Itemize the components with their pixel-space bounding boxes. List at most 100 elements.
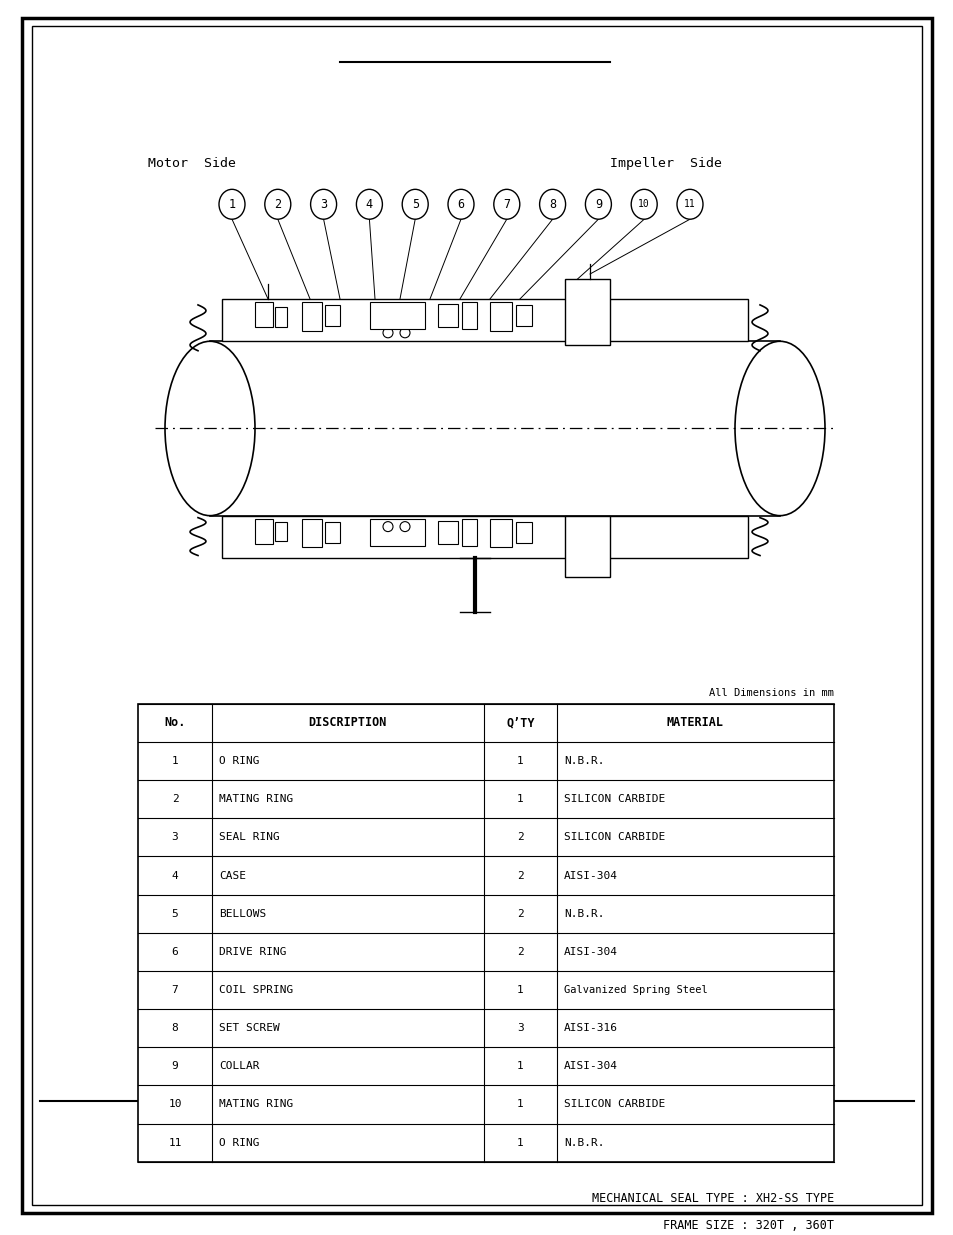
Bar	[222, 299, 747, 341]
Text: 3: 3	[172, 832, 178, 842]
Text: 2: 2	[517, 871, 523, 881]
Text: O RING: O RING	[218, 1137, 259, 1147]
Text: DISCRIPTION: DISCRIPTION	[308, 716, 387, 730]
Text: N.B.R.: N.B.R.	[563, 756, 604, 766]
Text: 1: 1	[517, 1137, 523, 1147]
Bar	[516, 521, 532, 543]
Text: 1: 1	[517, 1061, 523, 1071]
Ellipse shape	[585, 189, 611, 220]
Text: All Dimensions in mm: All Dimensions in mm	[708, 688, 833, 698]
Text: 5: 5	[411, 198, 418, 211]
Bar	[461, 519, 476, 546]
Text: 4: 4	[172, 871, 178, 881]
Text: Q’TY: Q’TY	[506, 716, 534, 730]
Text: COLLAR: COLLAR	[218, 1061, 259, 1071]
Text: SILICON CARBIDE: SILICON CARBIDE	[563, 1099, 664, 1109]
Ellipse shape	[382, 327, 393, 338]
Text: 1: 1	[517, 986, 523, 995]
Text: 2: 2	[274, 198, 281, 211]
Text: AISI-304: AISI-304	[563, 1061, 618, 1071]
Text: No.: No.	[164, 716, 186, 730]
Text: 7: 7	[172, 986, 178, 995]
Ellipse shape	[494, 189, 519, 220]
Ellipse shape	[677, 189, 702, 220]
Text: O RING: O RING	[218, 756, 259, 766]
Bar	[254, 301, 273, 327]
Text: 1: 1	[517, 794, 523, 804]
Bar	[138, 704, 833, 1162]
Text: 1: 1	[172, 756, 178, 766]
Ellipse shape	[402, 189, 428, 220]
Bar	[222, 516, 747, 557]
Ellipse shape	[165, 341, 254, 516]
Ellipse shape	[399, 521, 410, 531]
Text: Galvanized Spring Steel: Galvanized Spring Steel	[563, 986, 707, 995]
Text: 2: 2	[517, 832, 523, 842]
Ellipse shape	[399, 327, 410, 338]
Ellipse shape	[631, 189, 657, 220]
Text: 2: 2	[172, 794, 178, 804]
Bar	[437, 304, 457, 327]
Bar	[274, 308, 287, 326]
Text: 7: 7	[503, 198, 510, 211]
Bar	[564, 516, 609, 578]
Bar	[370, 301, 424, 329]
Bar	[274, 521, 287, 541]
Text: 1: 1	[517, 1099, 523, 1109]
Ellipse shape	[734, 341, 824, 516]
Text: FRAME SIZE : 320T , 360T: FRAME SIZE : 320T , 360T	[662, 1219, 833, 1233]
Text: 3: 3	[319, 198, 327, 211]
Text: CASE: CASE	[218, 871, 246, 881]
Text: MATING RING: MATING RING	[218, 794, 293, 804]
Bar	[254, 519, 273, 543]
Text: Motor  Side: Motor Side	[148, 157, 235, 170]
Text: COIL SPRING: COIL SPRING	[218, 986, 293, 995]
Text: SET SCREW: SET SCREW	[218, 1023, 279, 1034]
Text: 1: 1	[228, 198, 235, 211]
Text: 6: 6	[172, 947, 178, 957]
Text: 11: 11	[683, 199, 695, 209]
Text: SILICON CARBIDE: SILICON CARBIDE	[563, 794, 664, 804]
Ellipse shape	[539, 189, 565, 220]
Text: 6: 6	[456, 198, 464, 211]
Text: 4: 4	[365, 198, 373, 211]
Text: MATING RING: MATING RING	[218, 1099, 293, 1109]
Text: 1: 1	[517, 756, 523, 766]
Ellipse shape	[311, 189, 336, 220]
Text: AISI-316: AISI-316	[563, 1023, 618, 1034]
Bar	[302, 519, 322, 547]
Bar	[210, 341, 780, 516]
Text: 9: 9	[595, 198, 601, 211]
Ellipse shape	[219, 189, 245, 220]
Bar	[325, 305, 339, 326]
Text: SILICON CARBIDE: SILICON CARBIDE	[563, 832, 664, 842]
Ellipse shape	[356, 189, 382, 220]
Bar	[461, 301, 476, 329]
Bar	[490, 519, 512, 547]
Text: SEAL RING: SEAL RING	[218, 832, 279, 842]
Text: Impeller  Side: Impeller Side	[609, 157, 721, 170]
Bar	[325, 521, 339, 543]
Ellipse shape	[265, 189, 291, 220]
Text: 10: 10	[168, 1099, 182, 1109]
Text: 3: 3	[517, 1023, 523, 1034]
Text: N.B.R.: N.B.R.	[563, 909, 604, 919]
Bar	[302, 301, 322, 331]
Bar	[516, 305, 532, 326]
Text: 11: 11	[168, 1137, 182, 1147]
Text: DRIVE RING: DRIVE RING	[218, 947, 286, 957]
Text: 10: 10	[638, 199, 649, 209]
Bar	[370, 519, 424, 546]
Bar	[490, 301, 512, 331]
Bar	[564, 279, 609, 345]
Ellipse shape	[382, 521, 393, 531]
Text: AISI-304: AISI-304	[563, 947, 618, 957]
Bar	[437, 521, 457, 543]
Ellipse shape	[448, 189, 474, 220]
Text: 9: 9	[172, 1061, 178, 1071]
Text: MECHANICAL SEAL TYPE : XH2-SS TYPE: MECHANICAL SEAL TYPE : XH2-SS TYPE	[591, 1192, 833, 1204]
Text: N.B.R.: N.B.R.	[563, 1137, 604, 1147]
Text: 2: 2	[517, 909, 523, 919]
Text: AISI-304: AISI-304	[563, 871, 618, 881]
Text: 8: 8	[549, 198, 556, 211]
